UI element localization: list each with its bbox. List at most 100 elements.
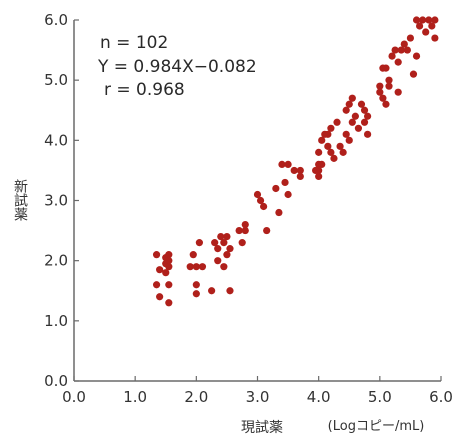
data-point bbox=[327, 124, 335, 132]
data-point bbox=[253, 190, 262, 199]
data-point bbox=[275, 208, 283, 217]
data-point bbox=[330, 154, 338, 162]
data-points bbox=[152, 16, 439, 307]
data-point bbox=[211, 239, 219, 247]
data-point bbox=[342, 106, 350, 114]
y-tick-label: 1.0 bbox=[44, 312, 68, 330]
data-point bbox=[192, 281, 200, 289]
data-point bbox=[409, 70, 418, 78]
data-point bbox=[428, 22, 436, 30]
data-point bbox=[165, 263, 173, 271]
data-point bbox=[315, 148, 323, 156]
data-point bbox=[351, 112, 359, 120]
data-point bbox=[376, 88, 384, 96]
data-point bbox=[357, 100, 366, 108]
data-point bbox=[318, 136, 326, 144]
x-tick-label: 6.0 bbox=[429, 388, 453, 406]
data-point bbox=[192, 290, 200, 298]
data-point bbox=[318, 160, 326, 168]
x-tick-label: 1.0 bbox=[123, 388, 147, 406]
data-point bbox=[238, 239, 246, 247]
data-point bbox=[345, 100, 353, 108]
unit-label: (Logコピー/mL) bbox=[328, 419, 425, 434]
data-point bbox=[214, 245, 222, 253]
data-point bbox=[208, 287, 216, 295]
x-axis-title: 現試薬 bbox=[241, 420, 283, 436]
data-point bbox=[345, 136, 353, 144]
data-point bbox=[165, 251, 173, 259]
data-point bbox=[422, 28, 430, 36]
data-point bbox=[327, 148, 335, 156]
data-point bbox=[324, 142, 332, 150]
data-point bbox=[235, 226, 243, 235]
data-point bbox=[342, 130, 350, 138]
data-point bbox=[388, 52, 396, 60]
data-point bbox=[379, 94, 387, 102]
x-tick-label: 4.0 bbox=[307, 388, 331, 406]
data-point bbox=[195, 239, 203, 247]
data-point bbox=[419, 16, 427, 24]
data-point bbox=[278, 160, 286, 168]
annotation-n: n = 102 bbox=[100, 33, 168, 53]
data-point bbox=[152, 251, 161, 259]
data-point bbox=[364, 112, 372, 120]
y-tick-label: 5.0 bbox=[44, 71, 68, 89]
data-point bbox=[198, 263, 207, 271]
data-point bbox=[354, 124, 363, 132]
data-point bbox=[226, 245, 234, 253]
data-point bbox=[406, 34, 415, 42]
x-ticks: 0.0 1.0 2.0 3.0 4.0 5.0 6.0 bbox=[62, 376, 453, 406]
data-point bbox=[364, 130, 372, 138]
data-point bbox=[162, 269, 170, 277]
data-point bbox=[382, 100, 390, 108]
data-point bbox=[397, 46, 405, 54]
annotation-regression: Y = 0.984X−0.082 bbox=[97, 57, 257, 77]
data-point bbox=[403, 46, 411, 54]
data-point bbox=[214, 257, 222, 265]
annotation-r: r = 0.968 bbox=[104, 80, 185, 100]
data-point bbox=[189, 251, 197, 259]
data-point bbox=[376, 82, 384, 90]
data-point bbox=[290, 166, 298, 175]
data-point bbox=[412, 52, 421, 60]
data-point bbox=[394, 58, 402, 66]
data-point bbox=[284, 160, 292, 168]
data-point bbox=[391, 46, 399, 54]
data-point bbox=[281, 178, 289, 187]
data-point bbox=[217, 233, 225, 241]
data-point bbox=[192, 263, 200, 271]
data-point bbox=[425, 16, 433, 24]
data-point bbox=[296, 166, 304, 175]
data-point bbox=[165, 299, 173, 307]
data-point bbox=[241, 220, 249, 229]
data-point bbox=[220, 239, 228, 247]
data-point bbox=[152, 281, 161, 289]
data-point bbox=[186, 263, 194, 271]
data-point bbox=[296, 172, 304, 181]
data-point bbox=[263, 226, 271, 235]
data-point bbox=[260, 202, 268, 211]
data-point bbox=[284, 190, 292, 199]
data-point bbox=[220, 263, 228, 271]
data-point bbox=[385, 82, 393, 90]
y-tick-label: 6.0 bbox=[44, 11, 68, 29]
data-point bbox=[156, 266, 164, 274]
data-point bbox=[339, 148, 347, 156]
data-point bbox=[315, 172, 323, 181]
data-point bbox=[272, 184, 280, 193]
y-tick-label: 4.0 bbox=[44, 131, 68, 149]
data-point bbox=[226, 287, 234, 295]
data-point bbox=[223, 251, 231, 259]
y-tick-label: 0.0 bbox=[44, 372, 68, 390]
data-point bbox=[165, 281, 173, 289]
data-point bbox=[348, 118, 356, 126]
x-tick-label: 2.0 bbox=[184, 388, 208, 406]
x-tick-label: 0.0 bbox=[62, 388, 86, 406]
data-point bbox=[324, 130, 332, 138]
data-point bbox=[431, 34, 439, 42]
y-ticks: 0.0 1.0 2.0 3.0 4.0 5.0 6.0 bbox=[44, 11, 79, 390]
data-point bbox=[348, 94, 356, 102]
data-point bbox=[333, 118, 341, 126]
data-point bbox=[360, 118, 369, 126]
